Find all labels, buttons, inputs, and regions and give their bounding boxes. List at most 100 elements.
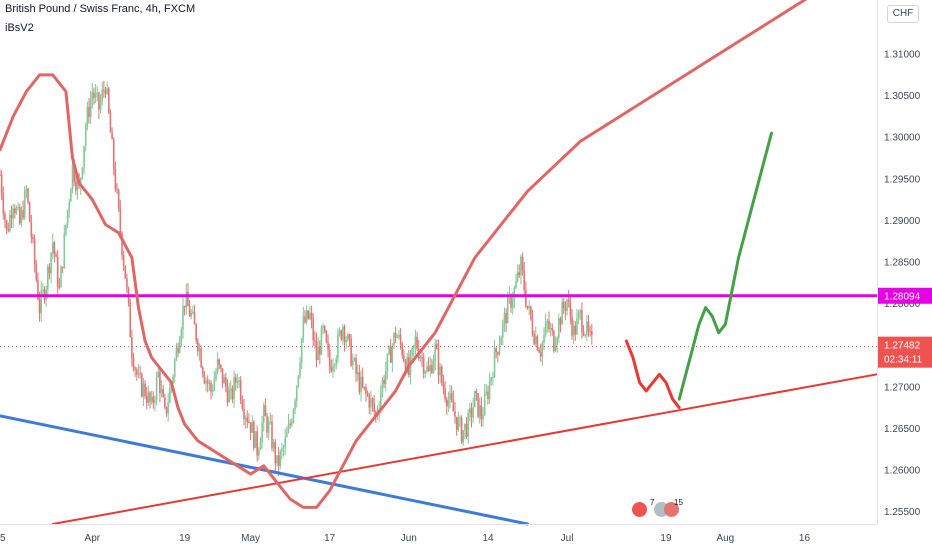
candle-body	[355, 358, 357, 375]
candle-body	[416, 336, 418, 349]
candle-body	[473, 391, 476, 408]
indicator-curve	[0, 0, 808, 509]
candle-body	[136, 369, 138, 375]
candle-body	[208, 382, 211, 384]
candle-body	[493, 348, 496, 378]
candle-body	[117, 190, 120, 209]
candle-body	[414, 336, 417, 346]
candle-body	[279, 451, 282, 466]
candle-body	[236, 381, 239, 383]
candle-body	[452, 400, 455, 412]
candle-body	[182, 305, 184, 330]
candle-body	[335, 358, 338, 366]
candle-body	[330, 366, 333, 372]
candle-body	[431, 365, 433, 373]
price-axis-bg	[877, 0, 932, 550]
candle-body	[422, 357, 425, 374]
candle-body	[75, 181, 77, 191]
rising-trendline	[51, 373, 878, 525]
candle-body	[572, 325, 575, 336]
candle-body	[132, 358, 135, 369]
candle-body	[427, 366, 430, 371]
candle-body	[549, 328, 552, 330]
x-tick-label: 15	[0, 533, 6, 544]
candle-body	[225, 377, 227, 387]
candle-body	[406, 357, 408, 373]
candle-body	[104, 90, 107, 94]
y-tick-label: 1.26000	[884, 465, 921, 476]
candle-body	[267, 422, 270, 433]
candle-body	[442, 383, 445, 389]
candle-body	[12, 208, 14, 219]
candle-body	[523, 270, 526, 291]
y-tick-label: 1.30000	[884, 133, 921, 144]
candle-body	[424, 371, 427, 374]
candle-body	[63, 233, 66, 268]
candle-body	[229, 388, 232, 391]
candle-body	[66, 210, 69, 225]
candle-body	[55, 254, 57, 257]
candle-body	[53, 242, 56, 255]
indicator-name[interactable]: iBsV2	[5, 22, 34, 34]
candle-body	[383, 379, 385, 384]
candle-body	[17, 207, 19, 209]
candle-body	[294, 400, 296, 410]
candle-body	[23, 190, 26, 218]
currency-badge[interactable]: CHF	[887, 5, 919, 23]
candle-body	[88, 106, 90, 117]
x-tick-label: Aug	[716, 533, 734, 544]
candle-body	[361, 376, 364, 387]
candle-body	[159, 371, 161, 394]
candle-body	[109, 112, 112, 133]
candle-body	[304, 316, 306, 323]
support-trendline	[0, 414, 529, 526]
candle-body	[470, 408, 473, 418]
candle-body	[203, 374, 206, 384]
candle-body	[18, 207, 21, 224]
candle-body	[579, 310, 582, 314]
candle-body	[277, 455, 280, 466]
projection-up-path	[677, 131, 773, 401]
candle-body	[553, 330, 555, 351]
candle-body	[178, 342, 181, 353]
candle-body	[323, 326, 326, 332]
flag-icon[interactable]	[664, 502, 679, 517]
y-tick-label: 1.26500	[884, 424, 921, 435]
candle-body	[584, 335, 587, 337]
candle-body	[150, 396, 153, 402]
candle-body	[561, 301, 563, 325]
candle-body	[243, 408, 245, 420]
candle-body	[459, 417, 461, 419]
candle-body	[211, 390, 214, 392]
candle-body	[124, 265, 127, 279]
candle-body	[73, 163, 75, 182]
flag-icon[interactable]	[632, 502, 647, 517]
candle-body	[319, 346, 321, 355]
candle-body	[302, 316, 305, 339]
candle-body	[27, 188, 29, 203]
candle-body	[401, 344, 404, 356]
candle-body	[434, 343, 437, 362]
candle-body	[246, 417, 249, 422]
candle-body	[206, 380, 209, 384]
candle-body	[307, 310, 310, 319]
candle-body	[510, 295, 512, 308]
candle-body	[386, 353, 389, 371]
candle-body	[419, 356, 422, 359]
candle-body	[188, 306, 191, 317]
candle-body	[190, 313, 193, 317]
last-price-label: 1.27482	[884, 341, 921, 352]
candle-body	[10, 214, 13, 219]
y-tick-label: 1.29500	[884, 174, 921, 185]
candle-body	[86, 106, 89, 127]
candle-body	[220, 364, 222, 369]
candle-body	[134, 368, 136, 370]
candle-body	[300, 338, 303, 363]
candle-body	[79, 177, 82, 187]
candle-body	[574, 325, 577, 335]
candle-body	[533, 333, 535, 344]
candle-body	[501, 322, 504, 338]
